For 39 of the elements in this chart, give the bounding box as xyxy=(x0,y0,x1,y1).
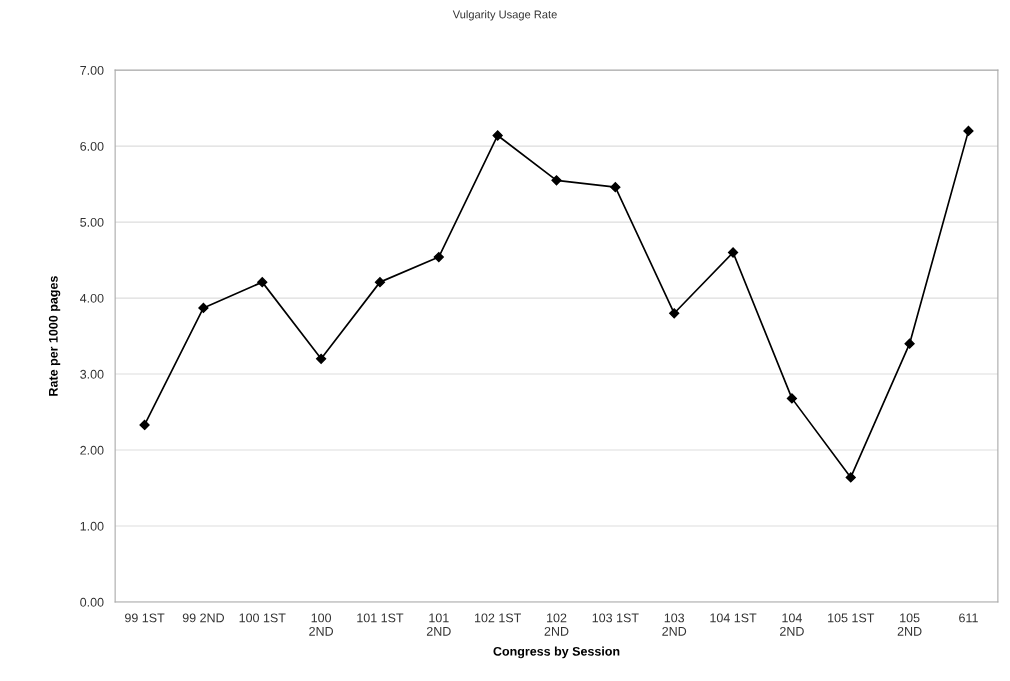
y-tick-label: 6.00 xyxy=(80,141,104,151)
x-tick-label: 103 1ST xyxy=(592,613,639,623)
x-tick-label: 105 1ST xyxy=(828,613,875,623)
y-tick-label: 7.00 xyxy=(80,65,104,75)
y-tick-label: 0.00 xyxy=(80,597,104,607)
point xyxy=(492,130,503,141)
x-tick-label: 101 1ST xyxy=(357,613,404,623)
x-tick-label: 102 1ST xyxy=(474,613,521,623)
y-tick-label: 1.00 xyxy=(80,521,104,531)
x-tick-label: 99 2ND xyxy=(182,613,225,623)
x-tick-label: 101 2ND xyxy=(426,613,451,636)
point xyxy=(315,353,327,364)
point xyxy=(257,277,268,288)
y-axis-title: Rate per 1000 pages xyxy=(48,276,61,396)
x-tick-label: 611 xyxy=(959,613,978,623)
y-tick-label: 3.00 xyxy=(80,369,104,379)
chart-title: Vulgarity Usage Rate xyxy=(452,10,557,21)
x-tick-label: 103 2ND xyxy=(662,613,687,636)
x-tick-label: 102 2ND xyxy=(544,613,569,636)
y-tick-label: 5.00 xyxy=(80,217,104,227)
point xyxy=(374,277,386,288)
point xyxy=(845,472,856,483)
point xyxy=(610,182,621,193)
x-tick-label: 100 2ND xyxy=(309,613,334,636)
point xyxy=(963,125,974,137)
x-axis-title: Congress by Session xyxy=(493,646,620,659)
point xyxy=(198,302,209,314)
point xyxy=(669,308,680,319)
y-tick-label: 2.00 xyxy=(80,445,104,455)
point xyxy=(786,393,798,404)
point xyxy=(433,251,444,263)
x-tick-label: 104 1ST xyxy=(710,613,757,623)
point xyxy=(551,175,562,186)
x-tick-label: 104 2ND xyxy=(780,613,804,636)
point xyxy=(904,338,915,349)
x-tick-label: 99 1ST xyxy=(125,613,165,623)
x-tick-label: 105 2ND xyxy=(897,613,922,636)
x-tick-label: 100 1ST xyxy=(239,613,286,623)
y-tick-label: 4.00 xyxy=(79,293,104,303)
